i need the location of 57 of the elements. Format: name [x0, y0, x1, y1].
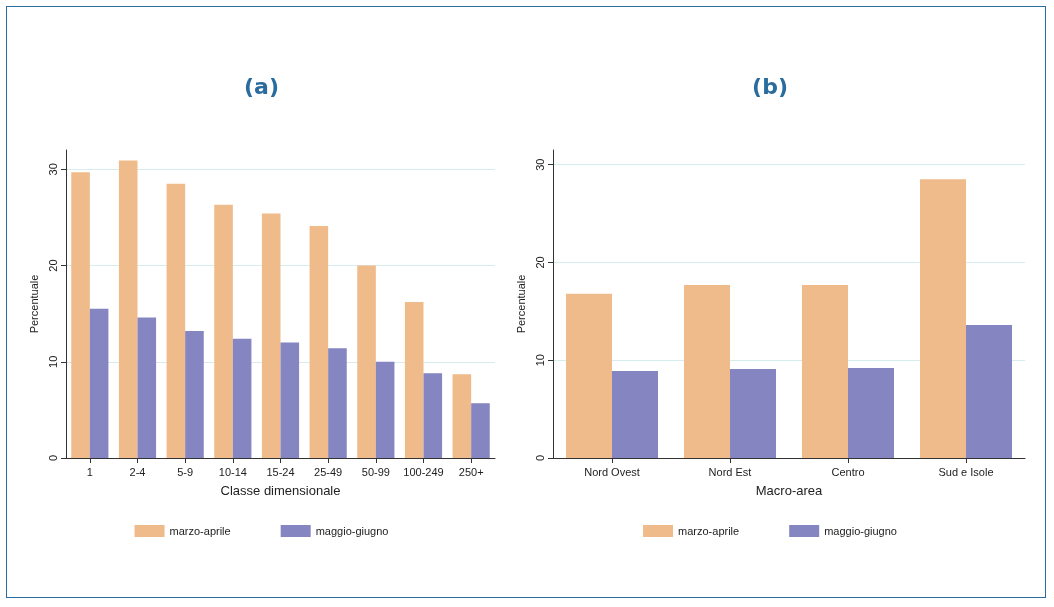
x-tick-label: 5-9: [177, 465, 194, 478]
y-tick-label: 30: [46, 163, 59, 176]
bar: [118, 160, 138, 458]
y-tick-label: 10: [533, 354, 546, 367]
x-tick-label: 15-24: [266, 465, 295, 478]
x-tick-label: 10-14: [218, 465, 247, 478]
legend-label: maggio-giugno: [824, 525, 897, 537]
legend-label: marzo-aprile: [678, 525, 740, 537]
bar: [375, 361, 395, 458]
chart-title: (a): [244, 73, 279, 99]
x-tick-label: Nord Est: [708, 465, 752, 478]
legend-label: marzo-aprile: [169, 525, 231, 537]
y-tick-label: 0: [533, 454, 546, 462]
bar: [166, 183, 186, 458]
bar: [683, 284, 730, 458]
bar: [423, 373, 443, 458]
bar: [71, 172, 90, 458]
bar: [137, 317, 157, 458]
bar: [357, 265, 376, 458]
x-tick-label: 100-249: [403, 465, 444, 478]
bar: [565, 293, 612, 458]
bar: [612, 370, 659, 458]
x-axis-title: Classe dimensionale: [220, 483, 341, 498]
x-tick-label: Sud e Isole: [938, 465, 994, 478]
bar: [730, 369, 777, 458]
y-axis-title: Percentuale: [514, 274, 527, 334]
x-tick-label: 25-49: [314, 465, 343, 478]
bar: [185, 330, 204, 458]
bar: [919, 179, 966, 458]
x-axis-title: Macro-area: [755, 483, 823, 498]
bar: [280, 342, 300, 458]
x-tick-label: 250+: [458, 465, 484, 478]
bar: [801, 284, 848, 458]
bar: [966, 325, 1013, 458]
x-tick-label: Centro: [831, 465, 865, 478]
x-tick-label: Nord Ovest: [584, 465, 640, 478]
y-tick-label: 20: [533, 256, 546, 269]
y-tick-label: 10: [46, 355, 59, 368]
bar: [848, 368, 895, 458]
bar: [471, 403, 490, 458]
chart-title: (b): [752, 73, 788, 99]
x-tick-label: 1: [86, 465, 93, 478]
x-tick-label: 2-4: [129, 465, 146, 478]
x-tick-label: 50-99: [361, 465, 390, 478]
bar: [309, 226, 329, 458]
y-tick-label: 0: [46, 454, 59, 462]
bar: [328, 348, 347, 458]
y-tick-label: 30: [533, 158, 546, 171]
y-tick-label: 20: [46, 259, 59, 272]
y-axis-title: Percentuale: [27, 274, 40, 334]
bar: [214, 204, 233, 458]
bar: [452, 374, 472, 458]
bar: [404, 302, 424, 458]
bar: [261, 213, 281, 458]
bar: [232, 338, 252, 458]
legend-label: maggio-giugno: [315, 525, 389, 537]
bar: [89, 308, 109, 458]
